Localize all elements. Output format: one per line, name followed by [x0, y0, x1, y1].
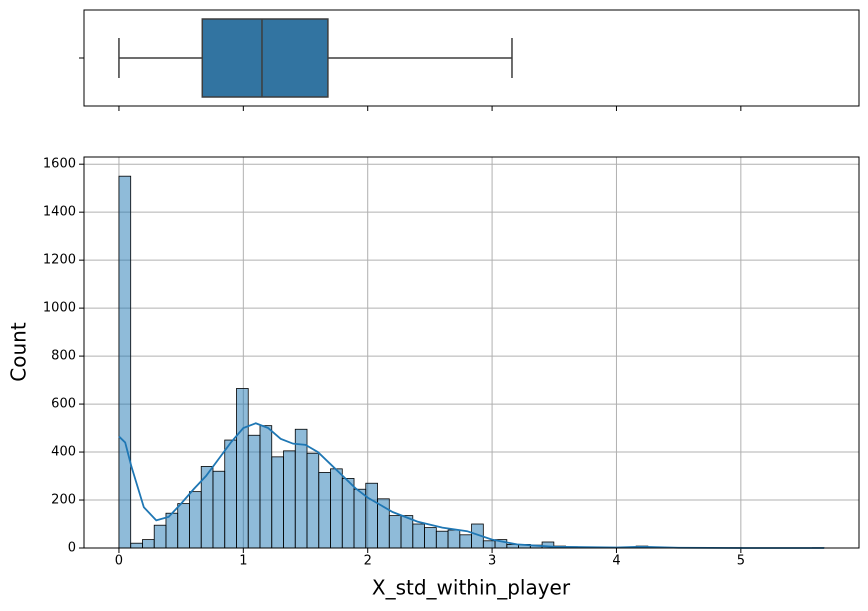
x-tick-label: 5 — [737, 554, 745, 569]
x-tick-label: 3 — [488, 554, 496, 569]
y-tick-label: 1200 — [43, 253, 76, 268]
bar — [353, 488, 367, 549]
bar — [412, 523, 425, 549]
box — [201, 18, 329, 98]
bar — [189, 491, 202, 549]
bar — [271, 456, 284, 549]
x-tick-label: 4 — [612, 554, 620, 569]
bar — [365, 482, 378, 549]
y-tick-label: 400 — [51, 445, 76, 460]
x-tick-label: 2 — [364, 554, 372, 569]
bar — [118, 175, 132, 549]
bar — [177, 503, 190, 549]
bar — [142, 539, 155, 549]
y-tick-label: 200 — [51, 493, 76, 508]
bar — [447, 529, 461, 549]
bar — [388, 515, 402, 549]
bar — [435, 530, 449, 549]
axes-frame — [83, 9, 860, 107]
bar — [294, 428, 308, 549]
y-tick-label: 1400 — [43, 205, 76, 220]
bar — [306, 452, 320, 549]
y-tick-label: 1000 — [43, 301, 76, 316]
x-tick-label: 0 — [115, 554, 123, 569]
bar — [130, 542, 143, 549]
kde-line — [118, 422, 825, 549]
bar — [459, 534, 472, 549]
bar — [482, 540, 496, 549]
bar — [153, 524, 167, 549]
y-tick-label: 1600 — [43, 157, 76, 172]
axes-frame — [83, 156, 860, 549]
bar — [400, 515, 414, 549]
bar — [330, 468, 343, 549]
bar — [283, 450, 296, 549]
y-tick-label: 800 — [51, 349, 76, 364]
y-tick-label: 0 — [68, 541, 76, 556]
bar — [236, 388, 249, 549]
x-axis-label: X_std_within_player — [372, 576, 571, 600]
y-tick-label: 600 — [51, 397, 76, 412]
bar — [341, 478, 355, 549]
bar — [424, 527, 437, 549]
bar — [224, 439, 237, 549]
y-axis-label: Count — [7, 322, 31, 382]
x-tick-label: 1 — [239, 554, 247, 569]
bar — [212, 470, 226, 549]
bar — [318, 472, 331, 549]
bar — [247, 434, 261, 549]
bar — [259, 425, 273, 549]
bar — [165, 512, 179, 549]
